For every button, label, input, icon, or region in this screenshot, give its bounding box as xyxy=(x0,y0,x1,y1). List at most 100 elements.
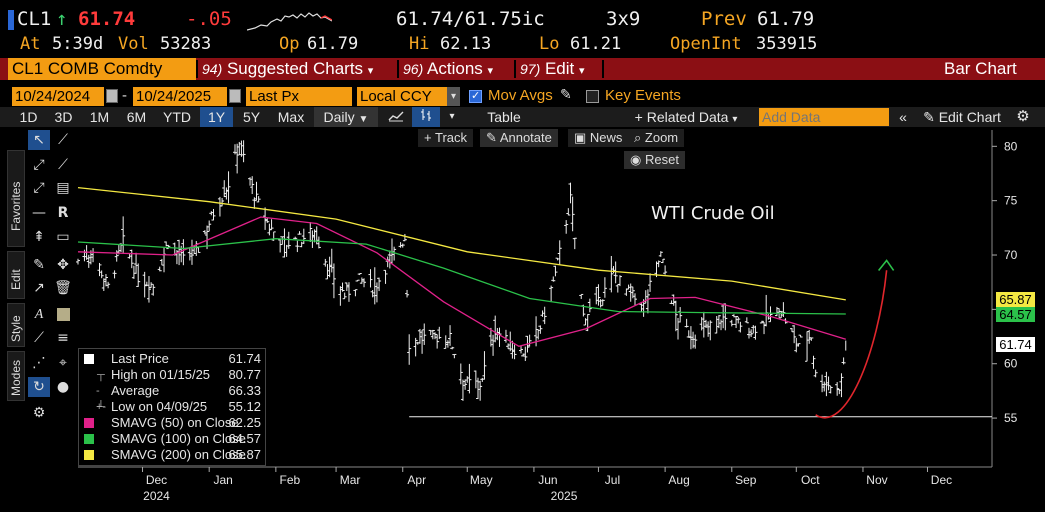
range-ytd[interactable]: YTD xyxy=(163,109,191,125)
reset-button[interactable]: ◉ Reset xyxy=(624,151,685,169)
reset-label: Reset xyxy=(644,152,679,167)
legend-row: ┬ High on 01/15/25 80.77 xyxy=(79,367,267,383)
color-palette-icon[interactable]: ● xyxy=(56,379,70,395)
text-tool-icon[interactable]: R xyxy=(57,205,69,221)
security-field[interactable]: CL1 COMB Comdty xyxy=(8,58,196,80)
edit-tab-label: Edit xyxy=(9,269,23,290)
edit-tab[interactable]: Edit xyxy=(7,251,25,299)
pencil-icon[interactable]: ✎ xyxy=(560,86,572,102)
legend-row: Last Price 61.74 xyxy=(79,351,267,367)
range-6m[interactable]: 6M xyxy=(126,109,147,125)
track-button[interactable]: + Track xyxy=(418,129,474,147)
low-price: 61.21 xyxy=(570,34,622,54)
x-tick-label: Apr xyxy=(407,473,426,487)
low-label: Lo xyxy=(539,34,560,54)
palette-settings-gear-icon[interactable]: ⚙ xyxy=(32,405,46,421)
favorites-tab[interactable]: Favorites xyxy=(7,150,25,247)
legend-value: 62.25 xyxy=(228,415,261,430)
suggested-charts-menu[interactable]: 94) Suggested Charts ▾ xyxy=(198,58,396,80)
fibonacci-icon[interactable]: ⇞ xyxy=(33,229,45,245)
edit-menu[interactable]: 97) Edit ▾ xyxy=(516,58,602,80)
end-date-field[interactable]: 10/24/2025 xyxy=(133,87,227,106)
range-5y[interactable]: 5Y xyxy=(242,109,261,125)
range-3d[interactable]: 3D xyxy=(54,109,73,125)
magnifier-icon: ⌕ xyxy=(634,130,642,145)
crosshair-icon[interactable]: ⌖ xyxy=(59,355,67,371)
key-events-checkbox[interactable] xyxy=(586,90,599,103)
modes-tab[interactable]: Modes xyxy=(7,351,25,401)
price-field-selector[interactable]: Last Px xyxy=(246,87,352,106)
period-selector[interactable]: Daily ▼ xyxy=(314,107,378,127)
collapse-double-chevron-icon[interactable]: « xyxy=(899,109,907,125)
extended-line-icon[interactable]: ⤢ xyxy=(33,180,45,196)
font-style-icon[interactable]: A xyxy=(34,307,44,322)
price-chart[interactable]: 556065707580DecJanFebMarAprMayJunJulAugS… xyxy=(0,127,1045,512)
pen-draw-icon[interactable]: ✎ xyxy=(33,257,45,273)
line-tool-dropdown-icon[interactable]: ⟋ xyxy=(58,132,68,148)
range-1y[interactable]: 1Y xyxy=(200,107,233,127)
x-tick-label: Dec xyxy=(931,473,952,487)
chart-annotation-text[interactable]: WTI Crude Oil xyxy=(651,203,775,224)
settings-gear-icon[interactable]: ⚙ xyxy=(1016,108,1030,125)
select-plus-icon[interactable]: ↗ xyxy=(33,280,45,296)
news-icon: ▣ xyxy=(574,130,587,145)
line-weight-icon[interactable]: ≡ xyxy=(57,330,69,346)
legend-value: 80.77 xyxy=(228,367,261,382)
related-data-menu[interactable]: + Related Data ▾ xyxy=(618,107,754,127)
ray-line-icon[interactable]: ⟋ xyxy=(58,157,68,173)
move-cross-icon[interactable]: ✥ xyxy=(57,257,69,273)
currency-dropdown-icon[interactable]: ▾ xyxy=(447,87,460,106)
calendar-icon[interactable] xyxy=(229,89,241,103)
open-interest: 353915 xyxy=(756,34,818,54)
last-price-tag: 61.74 xyxy=(996,337,1035,353)
currency-selector[interactable]: Local CCY xyxy=(357,87,447,106)
pointer-arrow-icon[interactable]: ↖ xyxy=(28,130,50,150)
track-label: Track xyxy=(434,130,468,145)
fill-color-icon[interactable] xyxy=(52,305,74,325)
bar-chart-icon[interactable] xyxy=(412,107,440,127)
chart-legend[interactable]: Last Price 61.74 ┬ High on 01/15/25 80.77 -… xyxy=(78,348,266,466)
table-button[interactable]: Table xyxy=(487,109,521,125)
trash-icon[interactable]: 🗑 xyxy=(54,280,72,296)
sma100-price-tag: 64.57 xyxy=(996,306,1035,322)
zoom-label: Zoom xyxy=(644,130,679,145)
security-marker xyxy=(8,10,14,30)
open-price: 61.79 xyxy=(307,34,359,54)
rectangle-icon[interactable]: ▭ xyxy=(56,229,70,245)
horizontal-line-icon[interactable]: — xyxy=(32,205,46,221)
actions-label: Actions xyxy=(427,59,483,78)
line-style-icon[interactable]: ⟋ xyxy=(34,330,44,346)
plus-icon: + xyxy=(634,109,643,125)
net-change: -.05 xyxy=(186,8,232,30)
range-max[interactable]: Max xyxy=(277,109,305,125)
start-date-field[interactable]: 10/24/2024 xyxy=(12,87,104,106)
period-label: Daily xyxy=(323,109,355,125)
key-events-label: Key Events xyxy=(605,87,681,104)
annotate-button[interactable]: ✎ Annotate xyxy=(480,129,558,147)
style-tab[interactable]: Style xyxy=(7,303,25,347)
cycle-mode-icon[interactable]: ↻ xyxy=(28,377,50,397)
reset-dot-icon: ◉ xyxy=(630,152,642,167)
actions-menu[interactable]: 96) Actions ▾ xyxy=(399,58,513,80)
news-button[interactable]: ▣ News xyxy=(568,129,629,147)
x-tick-label: Jun xyxy=(538,473,557,487)
sma100-line xyxy=(77,238,846,315)
x-tick-label: Sep xyxy=(735,473,757,487)
related-data-label: Related Data xyxy=(646,109,729,125)
zoom-button[interactable]: ⌕ Zoom xyxy=(628,129,685,147)
channel-icon[interactable]: ▤ xyxy=(56,180,70,196)
edit-chart-button[interactable]: ✎ Edit Chart xyxy=(916,107,1008,127)
dotted-line-icon[interactable]: ⋰ xyxy=(32,355,46,371)
chart-style-dropdown-icon[interactable]: ▾ xyxy=(449,111,455,122)
range-1d[interactable]: 1D xyxy=(19,109,38,125)
calendar-icon[interactable] xyxy=(106,89,118,103)
add-data-input[interactable] xyxy=(759,108,889,126)
line-chart-icon[interactable] xyxy=(382,107,410,127)
bid-ask-size: 3x9 xyxy=(606,8,641,30)
projection-arrow-head xyxy=(877,259,895,271)
open-interest-label: OpenInt xyxy=(670,34,742,54)
mov-avgs-checkbox[interactable] xyxy=(469,89,482,103)
prev-label: Prev xyxy=(701,8,747,30)
range-1m[interactable]: 1M xyxy=(89,109,110,125)
trend-line-icon[interactable]: ⤢ xyxy=(33,157,45,173)
